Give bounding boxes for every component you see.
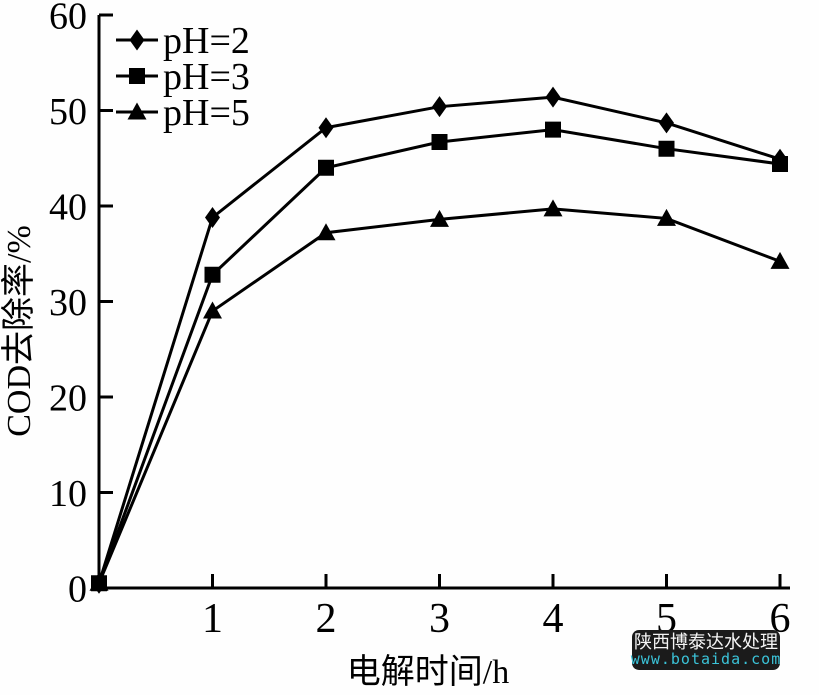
- series-line-1: [97, 128, 781, 584]
- legend-label: pH=3: [163, 56, 250, 98]
- triangle-marker: [770, 251, 790, 269]
- y-axis-title: COD去除率/%: [0, 225, 38, 437]
- triangle-marker: [430, 209, 449, 227]
- watermark-company-name: 陕西博泰达水处理: [634, 631, 778, 652]
- triangle-marker: [543, 199, 563, 217]
- x-axis-title: 电解时间/h: [347, 653, 509, 691]
- square-marker: [204, 266, 221, 283]
- triangle-marker: [89, 573, 109, 591]
- watermark: 陕西博泰达水处理 www.botaida.com: [630, 630, 782, 670]
- y-tick-label: 60: [49, 0, 87, 37]
- y-tick-label: 30: [49, 282, 87, 324]
- legend-diamond-icon: [129, 29, 145, 51]
- series-line-2: [97, 207, 781, 584]
- watermark-url: www.botaida.com: [630, 649, 782, 668]
- x-tick-label: 1: [202, 596, 223, 642]
- triangle-marker: [316, 223, 336, 241]
- square-marker: [772, 155, 788, 172]
- diamond-marker: [205, 206, 220, 228]
- diamond-marker: [318, 117, 334, 139]
- triangle-marker: [203, 301, 222, 319]
- x-tick-label: 4: [543, 596, 564, 642]
- legend-square-icon: [129, 68, 145, 84]
- square-marker: [545, 121, 561, 138]
- square-marker: [658, 140, 675, 157]
- y-tick-label: 20: [49, 377, 87, 419]
- diamond-marker: [432, 96, 447, 118]
- y-tick-label: 40: [49, 186, 87, 228]
- x-tick-label: 3: [429, 596, 450, 642]
- y-tick-label: 50: [49, 91, 87, 133]
- square-marker: [318, 159, 334, 176]
- y-tick-label: 0: [68, 568, 87, 610]
- diamond-marker: [659, 112, 674, 134]
- legend-label: pH=5: [163, 92, 250, 134]
- y-tick-label: 10: [49, 473, 87, 515]
- legend-label: pH=2: [163, 20, 250, 62]
- x-tick-label: 2: [316, 596, 337, 642]
- square-marker: [431, 134, 448, 151]
- legend-triangle-icon: [127, 102, 147, 120]
- triangle-marker: [657, 208, 676, 226]
- diamond-marker: [545, 86, 561, 108]
